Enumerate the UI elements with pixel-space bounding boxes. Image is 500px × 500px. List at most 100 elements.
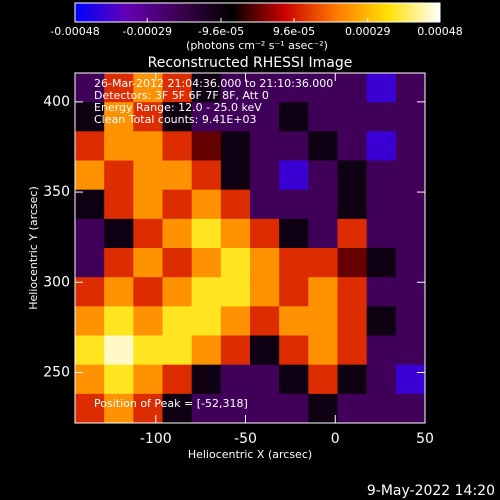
heatmap-cell bbox=[279, 335, 309, 366]
heatmap-cell bbox=[133, 189, 163, 220]
heatmap-cell bbox=[75, 248, 105, 278]
heatmap-cell bbox=[220, 306, 251, 336]
heatmap-cell bbox=[395, 160, 426, 191]
heatmap-cell bbox=[308, 306, 338, 336]
heatmap-cell bbox=[191, 189, 222, 220]
heatmap-cell bbox=[366, 73, 397, 103]
heatmap-cell bbox=[133, 306, 163, 336]
heatmap-cell bbox=[220, 248, 251, 278]
heatmap-cell bbox=[366, 160, 397, 191]
heatmap-cell bbox=[337, 218, 368, 249]
heatmap-cell bbox=[395, 248, 426, 278]
heatmap-cell bbox=[337, 160, 368, 191]
annotation: Detectors: 3F 5F 6F 7F 8F, Att 0 bbox=[94, 89, 269, 102]
heatmap-cell bbox=[250, 189, 280, 220]
heatmap-cell bbox=[104, 364, 134, 395]
heatmap-cell bbox=[250, 335, 280, 366]
y-tick-label: 300 bbox=[43, 274, 70, 290]
heatmap-cell bbox=[104, 218, 134, 249]
colorbar-tick-label: 0.00048 bbox=[417, 25, 463, 38]
heatmap-cell bbox=[133, 73, 163, 103]
y-tick-label: 350 bbox=[43, 184, 70, 200]
heatmap-cell bbox=[104, 73, 134, 103]
x-tick-label: 50 bbox=[416, 431, 434, 447]
heatmap-cell bbox=[162, 335, 193, 366]
heatmap-cell bbox=[220, 364, 251, 395]
heatmap-cell bbox=[75, 131, 105, 161]
heatmap-cell bbox=[308, 364, 338, 395]
heatmap-cell bbox=[162, 277, 193, 307]
y-tick-label: 250 bbox=[43, 364, 70, 380]
heatmap-cell bbox=[366, 102, 397, 132]
heatmap-cell bbox=[162, 102, 193, 132]
colorbar-tick-label: -0.00029 bbox=[123, 25, 172, 38]
heatmap-cell bbox=[162, 131, 193, 161]
colorbar-tick-label: 0.00029 bbox=[345, 25, 391, 38]
heatmap-cell bbox=[308, 335, 338, 366]
heatmap-cell bbox=[337, 335, 368, 366]
heatmap-cell bbox=[279, 189, 309, 220]
heatmap-cell bbox=[75, 393, 105, 424]
chart-title: Reconstructed RHESSI Image bbox=[148, 55, 353, 71]
heatmap-cell bbox=[191, 218, 222, 249]
heatmap-cell bbox=[191, 277, 222, 307]
heatmap-cell bbox=[220, 189, 251, 220]
heatmap-cell bbox=[104, 131, 134, 161]
y-tick-label: 400 bbox=[43, 94, 70, 110]
heatmap-cell bbox=[133, 277, 163, 307]
heatmap-cell bbox=[191, 364, 222, 395]
heatmap-cell bbox=[104, 248, 134, 278]
heatmap-cell bbox=[366, 248, 397, 278]
annotation: 26-Mar-2012 21:04:36.000 to 21:10:36.000 bbox=[94, 77, 333, 90]
heatmap-cell bbox=[104, 335, 134, 366]
heatmap-cell bbox=[366, 393, 397, 424]
heatmap-cell bbox=[220, 335, 251, 366]
heatmap-cell bbox=[133, 160, 163, 191]
heatmap-cell bbox=[279, 218, 309, 249]
heatmap-cell bbox=[250, 73, 280, 103]
heatmap-cell bbox=[75, 189, 105, 220]
heatmap-cell bbox=[191, 248, 222, 278]
annotation: Position of Peak = [-52,318] bbox=[94, 397, 248, 410]
heatmap-cell bbox=[133, 364, 163, 395]
heatmap-cell bbox=[220, 102, 251, 132]
heatmap-cell bbox=[75, 364, 105, 395]
heatmap-cell bbox=[162, 189, 193, 220]
heatmap-cell bbox=[395, 277, 426, 307]
heatmap-cell bbox=[366, 306, 397, 336]
heatmap-cell bbox=[104, 102, 134, 132]
heatmap-cell bbox=[308, 189, 338, 220]
heatmap-cell bbox=[220, 131, 251, 161]
heatmap-cell bbox=[191, 131, 222, 161]
x-tick-label: -50 bbox=[234, 431, 257, 447]
heatmap-cell bbox=[279, 131, 309, 161]
heatmap-cell bbox=[308, 131, 338, 161]
heatmap-cell bbox=[395, 364, 426, 395]
heatmap-cell bbox=[250, 102, 280, 132]
heatmap-cell bbox=[279, 364, 309, 395]
heatmap-cell bbox=[337, 364, 368, 395]
heatmap-cell bbox=[395, 218, 426, 249]
heatmap-cell bbox=[308, 248, 338, 278]
heatmap-cell bbox=[337, 189, 368, 220]
heatmap-cell bbox=[337, 277, 368, 307]
heatmap-cell bbox=[337, 248, 368, 278]
heatmap-cell bbox=[337, 393, 368, 424]
annotation: Clean Total counts: 9.41E+03 bbox=[94, 113, 257, 126]
heatmap-cell bbox=[133, 218, 163, 249]
heatmap-cell bbox=[308, 160, 338, 191]
heatmap-cell bbox=[366, 364, 397, 395]
heatmap-cell bbox=[162, 248, 193, 278]
x-tick-label: -100 bbox=[140, 431, 172, 447]
footer: 9-May-2022 14:20 bbox=[367, 483, 495, 499]
heatmap-cell bbox=[308, 73, 338, 103]
heatmap-cell bbox=[133, 393, 163, 424]
heatmap-cell bbox=[308, 393, 338, 424]
heatmap-cell bbox=[250, 248, 280, 278]
heatmap-cell bbox=[191, 335, 222, 366]
heatmap-cell bbox=[162, 218, 193, 249]
annotation: Energy Range: 12.0 - 25.0 keV bbox=[94, 101, 262, 114]
heatmap-cell bbox=[191, 73, 222, 103]
heatmap-cell bbox=[337, 131, 368, 161]
